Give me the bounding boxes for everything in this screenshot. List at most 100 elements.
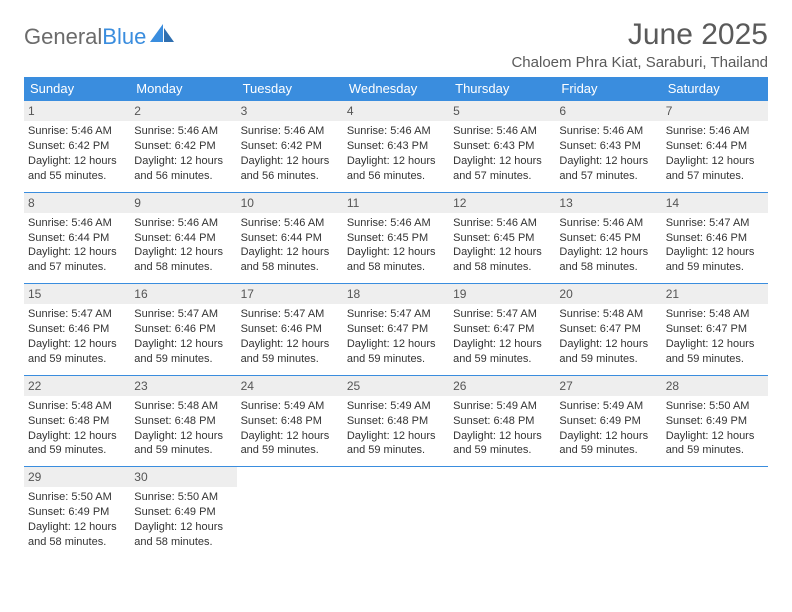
calendar-cell: 11Sunrise: 5:46 AMSunset: 6:45 PMDayligh… xyxy=(343,192,449,284)
calendar-cell xyxy=(343,467,449,558)
calendar-cell: 29Sunrise: 5:50 AMSunset: 6:49 PMDayligh… xyxy=(24,467,130,558)
daylight-line: Daylight: 12 hours and 59 minutes. xyxy=(134,337,232,367)
day-number: 16 xyxy=(130,284,236,304)
calendar-cell xyxy=(237,467,343,558)
sunset-line: Sunset: 6:48 PM xyxy=(241,414,339,429)
daylight-line: Daylight: 12 hours and 57 minutes. xyxy=(666,154,764,184)
day-number: 15 xyxy=(24,284,130,304)
calendar-table: Sunday Monday Tuesday Wednesday Thursday… xyxy=(24,77,768,558)
calendar-cell: 1Sunrise: 5:46 AMSunset: 6:42 PMDaylight… xyxy=(24,101,130,193)
sunrise-line: Sunrise: 5:46 AM xyxy=(134,216,232,231)
sunset-line: Sunset: 6:43 PM xyxy=(453,139,551,154)
daylight-line: Daylight: 12 hours and 59 minutes. xyxy=(559,429,657,459)
sunrise-line: Sunrise: 5:46 AM xyxy=(241,124,339,139)
daylight-line: Daylight: 12 hours and 59 minutes. xyxy=(28,429,126,459)
sunrise-line: Sunrise: 5:49 AM xyxy=(241,399,339,414)
day-number: 24 xyxy=(237,376,343,396)
day-number: 13 xyxy=(555,193,661,213)
day-number: 19 xyxy=(449,284,555,304)
calendar-row: 29Sunrise: 5:50 AMSunset: 6:49 PMDayligh… xyxy=(24,467,768,558)
daylight-line: Daylight: 12 hours and 58 minutes. xyxy=(347,245,445,275)
calendar-cell: 28Sunrise: 5:50 AMSunset: 6:49 PMDayligh… xyxy=(662,375,768,467)
day-number: 17 xyxy=(237,284,343,304)
sunset-line: Sunset: 6:47 PM xyxy=(559,322,657,337)
calendar-cell: 2Sunrise: 5:46 AMSunset: 6:42 PMDaylight… xyxy=(130,101,236,193)
calendar-cell: 13Sunrise: 5:46 AMSunset: 6:45 PMDayligh… xyxy=(555,192,661,284)
daylight-line: Daylight: 12 hours and 55 minutes. xyxy=(28,154,126,184)
calendar-cell: 15Sunrise: 5:47 AMSunset: 6:46 PMDayligh… xyxy=(24,284,130,376)
daylight-line: Daylight: 12 hours and 56 minutes. xyxy=(347,154,445,184)
day-number: 6 xyxy=(555,101,661,121)
daylight-line: Daylight: 12 hours and 59 minutes. xyxy=(241,429,339,459)
daylight-line: Daylight: 12 hours and 57 minutes. xyxy=(453,154,551,184)
sunset-line: Sunset: 6:48 PM xyxy=(134,414,232,429)
sunset-line: Sunset: 6:47 PM xyxy=(453,322,551,337)
weekday-header-row: Sunday Monday Tuesday Wednesday Thursday… xyxy=(24,77,768,101)
day-number: 20 xyxy=(555,284,661,304)
sunset-line: Sunset: 6:44 PM xyxy=(241,231,339,246)
month-title: June 2025 xyxy=(511,18,768,52)
sunset-line: Sunset: 6:42 PM xyxy=(134,139,232,154)
sunrise-line: Sunrise: 5:46 AM xyxy=(347,216,445,231)
day-number: 5 xyxy=(449,101,555,121)
sunset-line: Sunset: 6:42 PM xyxy=(28,139,126,154)
calendar-cell: 7Sunrise: 5:46 AMSunset: 6:44 PMDaylight… xyxy=(662,101,768,193)
calendar-cell xyxy=(555,467,661,558)
sunrise-line: Sunrise: 5:49 AM xyxy=(347,399,445,414)
day-number: 30 xyxy=(130,467,236,487)
sunrise-line: Sunrise: 5:49 AM xyxy=(559,399,657,414)
calendar-cell: 23 Sunrise: 5:48 AMSunset: 6:48 PMDayligh… xyxy=(130,375,236,467)
calendar-cell: 26Sunrise: 5:49 AMSunset: 6:48 PMDayligh… xyxy=(449,375,555,467)
calendar-row: 1Sunrise: 5:46 AMSunset: 6:42 PMDaylight… xyxy=(24,101,768,193)
daylight-line: Daylight: 12 hours and 58 minutes. xyxy=(134,245,232,275)
sunrise-line: Sunrise: 5:48 AM xyxy=(134,399,232,414)
weekday-header: Friday xyxy=(555,77,661,101)
sunrise-line: Sunrise: 5:47 AM xyxy=(241,307,339,322)
calendar-cell: 21Sunrise: 5:48 AMSunset: 6:47 PMDayligh… xyxy=(662,284,768,376)
brand-part1: General xyxy=(24,24,102,50)
sunset-line: Sunset: 6:49 PM xyxy=(666,414,764,429)
calendar-cell: 17Sunrise: 5:47 AMSunset: 6:46 PMDayligh… xyxy=(237,284,343,376)
calendar-cell: 3Sunrise: 5:46 AMSunset: 6:42 PMDaylight… xyxy=(237,101,343,193)
daylight-line: Daylight: 12 hours and 58 minutes. xyxy=(134,520,232,550)
sunset-line: Sunset: 6:49 PM xyxy=(28,505,126,520)
sunset-line: Sunset: 6:44 PM xyxy=(134,231,232,246)
sunset-line: Sunset: 6:44 PM xyxy=(666,139,764,154)
sunrise-line: Sunrise: 5:46 AM xyxy=(453,216,551,231)
sunset-line: Sunset: 6:49 PM xyxy=(559,414,657,429)
day-number: 23 xyxy=(130,376,236,396)
sunrise-line: Sunrise: 5:46 AM xyxy=(347,124,445,139)
daylight-line: Daylight: 12 hours and 59 minutes. xyxy=(453,429,551,459)
weekday-header: Sunday xyxy=(24,77,130,101)
sunrise-line: Sunrise: 5:50 AM xyxy=(28,490,126,505)
calendar-cell: 22Sunrise: 5:48 AMSunset: 6:48 PMDayligh… xyxy=(24,375,130,467)
daylight-line: Daylight: 12 hours and 59 minutes. xyxy=(559,337,657,367)
daylight-line: Daylight: 12 hours and 58 minutes. xyxy=(453,245,551,275)
calendar-cell: 14Sunrise: 5:47 AMSunset: 6:46 PMDayligh… xyxy=(662,192,768,284)
daylight-line: Daylight: 12 hours and 59 minutes. xyxy=(347,429,445,459)
daylight-line: Daylight: 12 hours and 59 minutes. xyxy=(666,245,764,275)
daylight-line: Daylight: 12 hours and 59 minutes. xyxy=(134,429,232,459)
day-number: 2 xyxy=(130,101,236,121)
sunset-line: Sunset: 6:44 PM xyxy=(28,231,126,246)
sunset-line: Sunset: 6:46 PM xyxy=(241,322,339,337)
day-number: 26 xyxy=(449,376,555,396)
weekday-header: Thursday xyxy=(449,77,555,101)
day-number: 9 xyxy=(130,193,236,213)
weekday-header: Saturday xyxy=(662,77,768,101)
sunrise-line: Sunrise: 5:47 AM xyxy=(134,307,232,322)
brand-logo: GeneralBlue xyxy=(24,18,176,50)
sunset-line: Sunset: 6:46 PM xyxy=(28,322,126,337)
sunset-line: Sunset: 6:46 PM xyxy=(134,322,232,337)
sunset-line: Sunset: 6:43 PM xyxy=(559,139,657,154)
sunrise-line: Sunrise: 5:46 AM xyxy=(453,124,551,139)
sunrise-line: Sunrise: 5:47 AM xyxy=(666,216,764,231)
sunset-line: Sunset: 6:47 PM xyxy=(347,322,445,337)
daylight-line: Daylight: 12 hours and 58 minutes. xyxy=(241,245,339,275)
calendar-cell: 9 Sunrise: 5:46 AMSunset: 6:44 PMDaylight… xyxy=(130,192,236,284)
calendar-cell xyxy=(662,467,768,558)
day-number: 3 xyxy=(237,101,343,121)
calendar-row: 15Sunrise: 5:47 AMSunset: 6:46 PMDayligh… xyxy=(24,284,768,376)
sunrise-line: Sunrise: 5:48 AM xyxy=(28,399,126,414)
sunrise-line: Sunrise: 5:46 AM xyxy=(28,216,126,231)
